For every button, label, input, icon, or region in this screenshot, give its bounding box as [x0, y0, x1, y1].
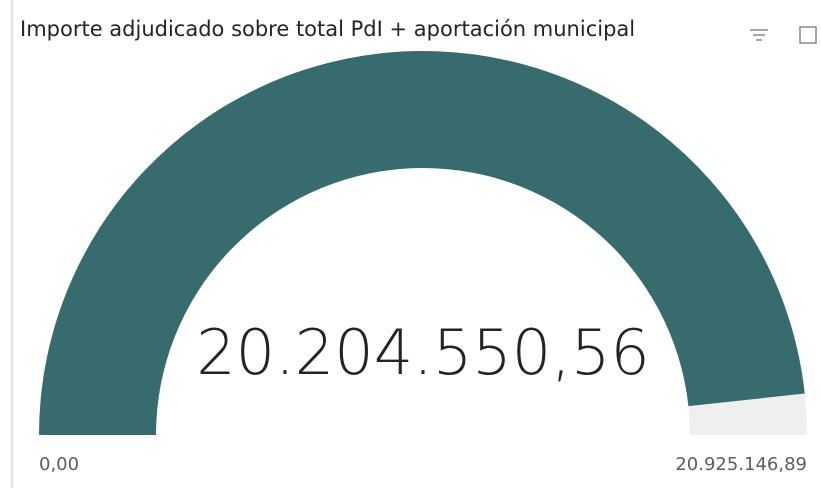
chart-title: Importe adjudicado sobre total PdI + apo…: [20, 17, 635, 41]
gauge-value-label: 20.204.550,56: [196, 316, 650, 389]
filter-icon[interactable]: [750, 29, 768, 41]
gauge-range-label: 0,00: [39, 454, 79, 475]
focus-mode-icon[interactable]: [799, 26, 817, 44]
gauge-fill: [39, 51, 805, 436]
gauge-range-label: 20.925.146,89: [675, 454, 807, 475]
